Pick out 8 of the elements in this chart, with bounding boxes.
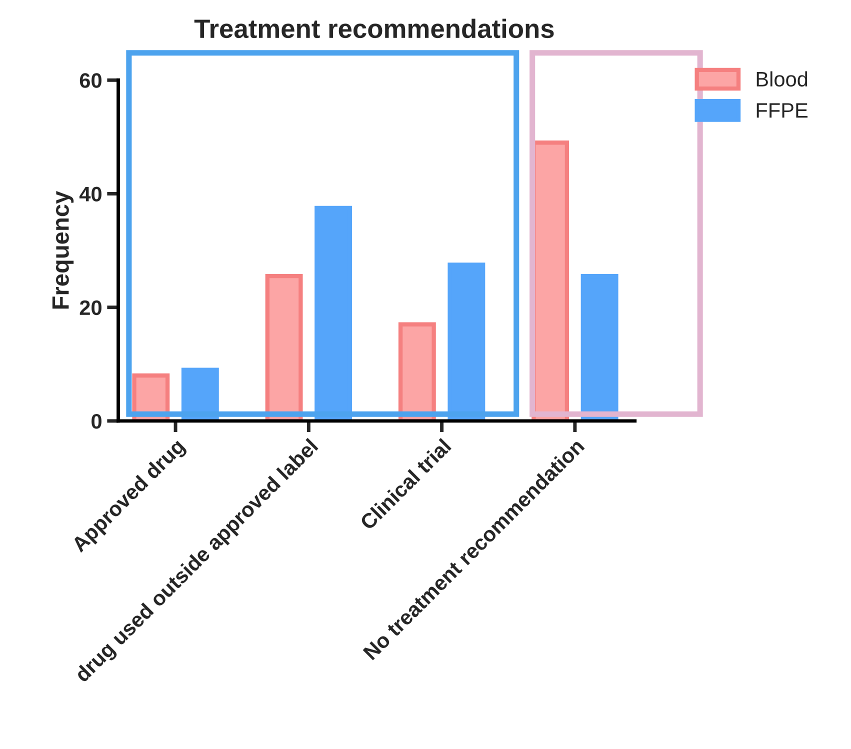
y-tick-label: 0 [92, 414, 102, 429]
chart-title: Treatment recommendations [194, 18, 554, 38]
legend-label: FFPE [756, 103, 808, 118]
legend-label: Blood [756, 71, 808, 87]
y-axis-title: Frequency [52, 190, 74, 309]
y-tick-label: 60 [80, 73, 102, 88]
y-tick-label: 40 [79, 186, 102, 202]
y-tick-label: 20 [80, 300, 102, 316]
